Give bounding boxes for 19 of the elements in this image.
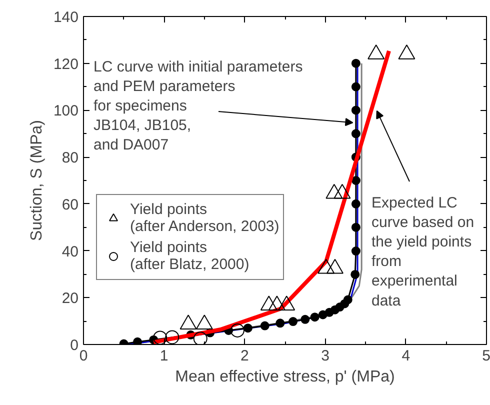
y-tick-label: 100 xyxy=(53,102,79,120)
x-tick-label: 3 xyxy=(321,348,330,364)
x-tick-label: 4 xyxy=(402,348,410,364)
legend-label: Yield points (after Blatz, 2000) xyxy=(130,238,250,275)
x-axis-title: Mean effective stress, p' (MPa) xyxy=(175,368,395,386)
y-tick-label: 140 xyxy=(53,9,79,26)
x-tick-label: 2 xyxy=(240,348,249,364)
x-tick-label: 1 xyxy=(160,348,168,364)
y-tick-label: 80 xyxy=(62,150,79,167)
annotation: LC curve with initial parameters and PEM parameters for specimens JB104, JB105, and DA007 xyxy=(94,58,303,154)
y-tick-label: 20 xyxy=(62,290,79,308)
y-tick-label: 60 xyxy=(62,196,79,214)
y-axis-title: Suction, S (MPa) xyxy=(28,120,46,241)
x-tick-label: 5 xyxy=(482,348,490,364)
annotation: Expected LC curve based on the yield points from experimental data xyxy=(372,194,474,310)
y-tick-label: 0 xyxy=(70,337,78,354)
legend-label: Yield points (after Anderson, 2003) xyxy=(130,200,280,237)
y-tick-label: 120 xyxy=(53,56,79,73)
y-tick-label: 40 xyxy=(62,243,79,260)
